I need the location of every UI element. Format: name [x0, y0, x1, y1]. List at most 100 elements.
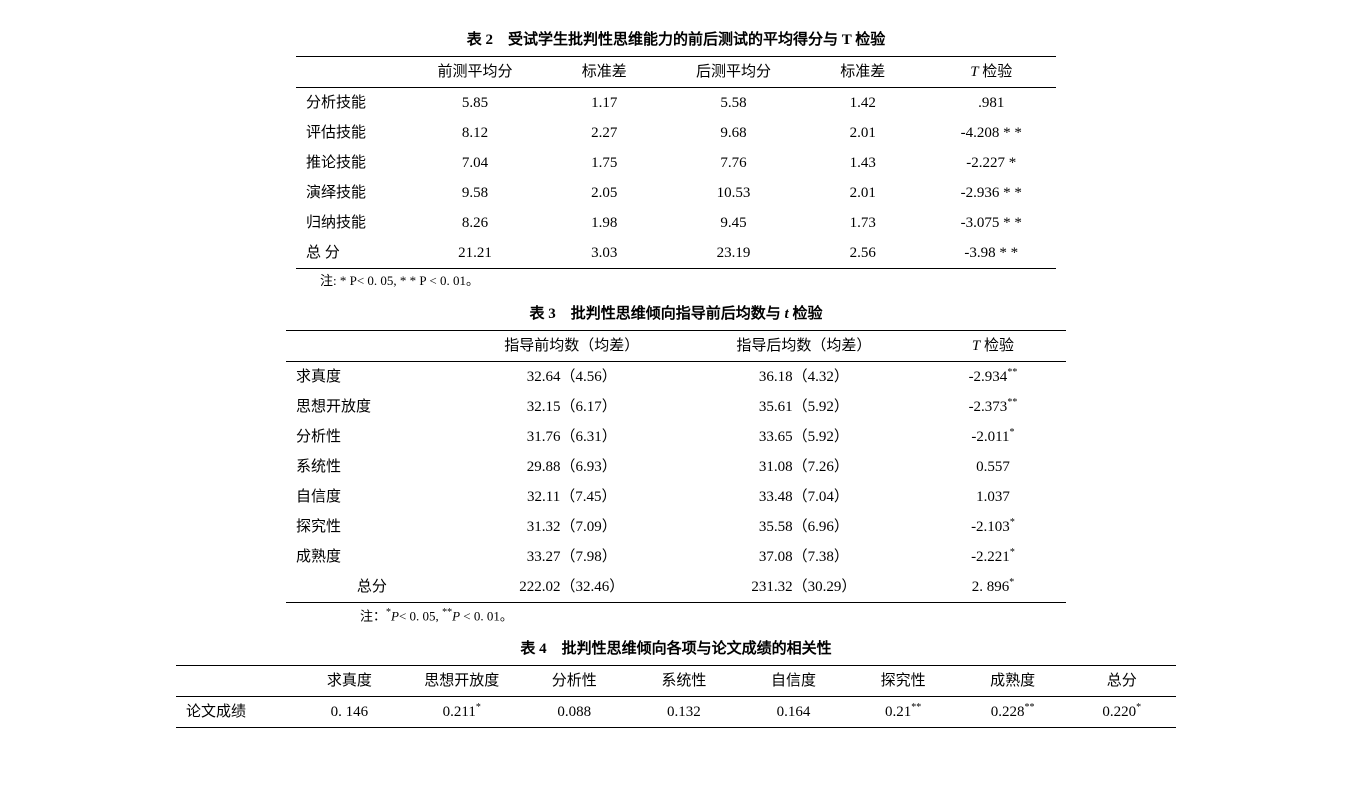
cell: 5.85: [410, 88, 541, 119]
cell: 32.64（4.56）: [456, 361, 688, 392]
cell: 36.18（4.32）: [688, 361, 920, 392]
table3-h3: T 检验: [920, 330, 1066, 361]
cell: 1.17: [540, 88, 668, 119]
row-label: 推论技能: [296, 148, 410, 178]
row-label: 分析性: [286, 422, 456, 452]
table3-h0: [286, 330, 456, 361]
table-row: 推论技能7.041.757.761.43-2.227 *: [296, 148, 1056, 178]
cell: 8.26: [410, 208, 541, 238]
cell: 35.58（6.96）: [688, 512, 920, 542]
t-value: -4.208 * *: [927, 118, 1056, 148]
row-label: 总分: [286, 572, 456, 603]
t-value: -3.075 * *: [927, 208, 1056, 238]
cell: 35.61（5.92）: [688, 392, 920, 422]
cell: 2.56: [799, 238, 927, 269]
row-label: 成熟度: [286, 542, 456, 572]
table2-h3: 后测平均分: [668, 57, 799, 88]
table-row: 总分222.02（32.46）231.32（30.29）2. 896*: [286, 572, 1066, 603]
table-row: 总 分21.213.0323.192.56-3.98 * *: [296, 238, 1056, 269]
cell: 222.02（32.46）: [456, 572, 688, 603]
cell: 8.12: [410, 118, 541, 148]
table4-h0: [176, 665, 295, 696]
cell: 1.75: [540, 148, 668, 178]
cell: 33.65（5.92）: [688, 422, 920, 452]
table3: 指导前均数（均差） 指导后均数（均差） T 检验 求真度32.64（4.56）3…: [286, 330, 1066, 603]
row-label: 思想开放度: [286, 392, 456, 422]
cell: 31.32（7.09）: [456, 512, 688, 542]
cell: 0.088: [519, 696, 629, 727]
table-row: 分析性31.76（6.31）33.65（5.92）-2.011*: [286, 422, 1066, 452]
table4-header-row: 求真度 思想开放度 分析性 系统性 自信度 探究性 成熟度 总分: [176, 665, 1176, 696]
table3-h2: 指导后均数（均差）: [688, 330, 920, 361]
t-value: -2.227 *: [927, 148, 1056, 178]
cell: 2.27: [540, 118, 668, 148]
cell: 0. 146: [295, 696, 405, 727]
row-label: 系统性: [286, 452, 456, 482]
table-row: 归纳技能8.261.989.451.73-3.075 * *: [296, 208, 1056, 238]
cell: 10.53: [668, 178, 799, 208]
cell: 1.43: [799, 148, 927, 178]
table4-h3: 分析性: [519, 665, 629, 696]
table4-h1: 求真度: [295, 665, 405, 696]
table-row: 求真度32.64（4.56）36.18（4.32）-2.934**: [286, 361, 1066, 392]
table-row: 演绎技能9.582.0510.532.01-2.936 * *: [296, 178, 1056, 208]
table2-note: 注: * P< 0. 05, * * P < 0. 01。: [320, 271, 1292, 292]
table-row: 成熟度33.27（7.98）37.08（7.38）-2.221*: [286, 542, 1066, 572]
cell: 2.05: [540, 178, 668, 208]
table-row: 思想开放度32.15（6.17）35.61（5.92）-2.373**: [286, 392, 1066, 422]
table2-h2: 标准差: [540, 57, 668, 88]
cell: 0.132: [629, 696, 739, 727]
cell: 0.21**: [848, 696, 958, 727]
table4-h6: 探究性: [848, 665, 958, 696]
t-value: -2.373**: [920, 392, 1066, 422]
cell: 1.42: [799, 88, 927, 119]
row-label: 分析技能: [296, 88, 410, 119]
row-label: 归纳技能: [296, 208, 410, 238]
table3-header-row: 指导前均数（均差） 指导后均数（均差） T 检验: [286, 330, 1066, 361]
row-label: 演绎技能: [296, 178, 410, 208]
table4-container: 表 4 批判性思维倾向各项与论文成绩的相关性 求真度 思想开放度 分析性 系统性…: [60, 637, 1292, 728]
cell: 0.164: [739, 696, 849, 727]
cell: 37.08（7.38）: [688, 542, 920, 572]
cell: 3.03: [540, 238, 668, 269]
cell: 33.27（7.98）: [456, 542, 688, 572]
cell: 1.98: [540, 208, 668, 238]
table3-container: 表 3 批判性思维倾向指导前后均数与 t 检验 指导前均数（均差） 指导后均数（…: [60, 302, 1292, 627]
table3-title: 表 3 批判性思维倾向指导前后均数与 t 检验: [60, 302, 1292, 326]
table2-h5: T 检验: [927, 57, 1056, 88]
cell: 33.48（7.04）: [688, 482, 920, 512]
cell: 0.211*: [404, 696, 519, 727]
table2-h0: [296, 57, 410, 88]
table2-h4: 标准差: [799, 57, 927, 88]
table-row: 分析技能5.851.175.581.42.981: [296, 88, 1056, 119]
cell: 21.21: [410, 238, 541, 269]
table4: 求真度 思想开放度 分析性 系统性 自信度 探究性 成熟度 总分 论文成绩 0.…: [176, 665, 1176, 728]
row-label: 评估技能: [296, 118, 410, 148]
t-value: -2.011*: [920, 422, 1066, 452]
t-value: .981: [927, 88, 1056, 119]
cell: 7.76: [668, 148, 799, 178]
table2-title: 表 2 受试学生批判性思维能力的前后测试的平均得分与 T 检验: [60, 28, 1292, 52]
cell: 9.45: [668, 208, 799, 238]
t-value: -2.936 * *: [927, 178, 1056, 208]
cell: 9.68: [668, 118, 799, 148]
cell: 31.08（7.26）: [688, 452, 920, 482]
table3-h1: 指导前均数（均差）: [456, 330, 688, 361]
t-value: -2.221*: [920, 542, 1066, 572]
cell: 0.220*: [1067, 696, 1176, 727]
cell: 9.58: [410, 178, 541, 208]
table2-container: 表 2 受试学生批判性思维能力的前后测试的平均得分与 T 检验 前测平均分 标准…: [60, 28, 1292, 292]
cell: 2.01: [799, 118, 927, 148]
cell: 23.19: [668, 238, 799, 269]
cell: 0.228**: [958, 696, 1068, 727]
table4-h7: 成熟度: [958, 665, 1068, 696]
table-row: 探究性31.32（7.09）35.58（6.96）-2.103*: [286, 512, 1066, 542]
table4-title: 表 4 批判性思维倾向各项与论文成绩的相关性: [60, 637, 1292, 661]
table-row: 评估技能8.122.279.682.01-4.208 * *: [296, 118, 1056, 148]
table2: 前测平均分 标准差 后测平均分 标准差 T 检验 分析技能5.851.175.5…: [296, 56, 1056, 269]
t-value: -2.934**: [920, 361, 1066, 392]
t-value: -3.98 * *: [927, 238, 1056, 269]
table4-h5: 自信度: [739, 665, 849, 696]
cell: 1.73: [799, 208, 927, 238]
table4-h2: 思想开放度: [404, 665, 519, 696]
